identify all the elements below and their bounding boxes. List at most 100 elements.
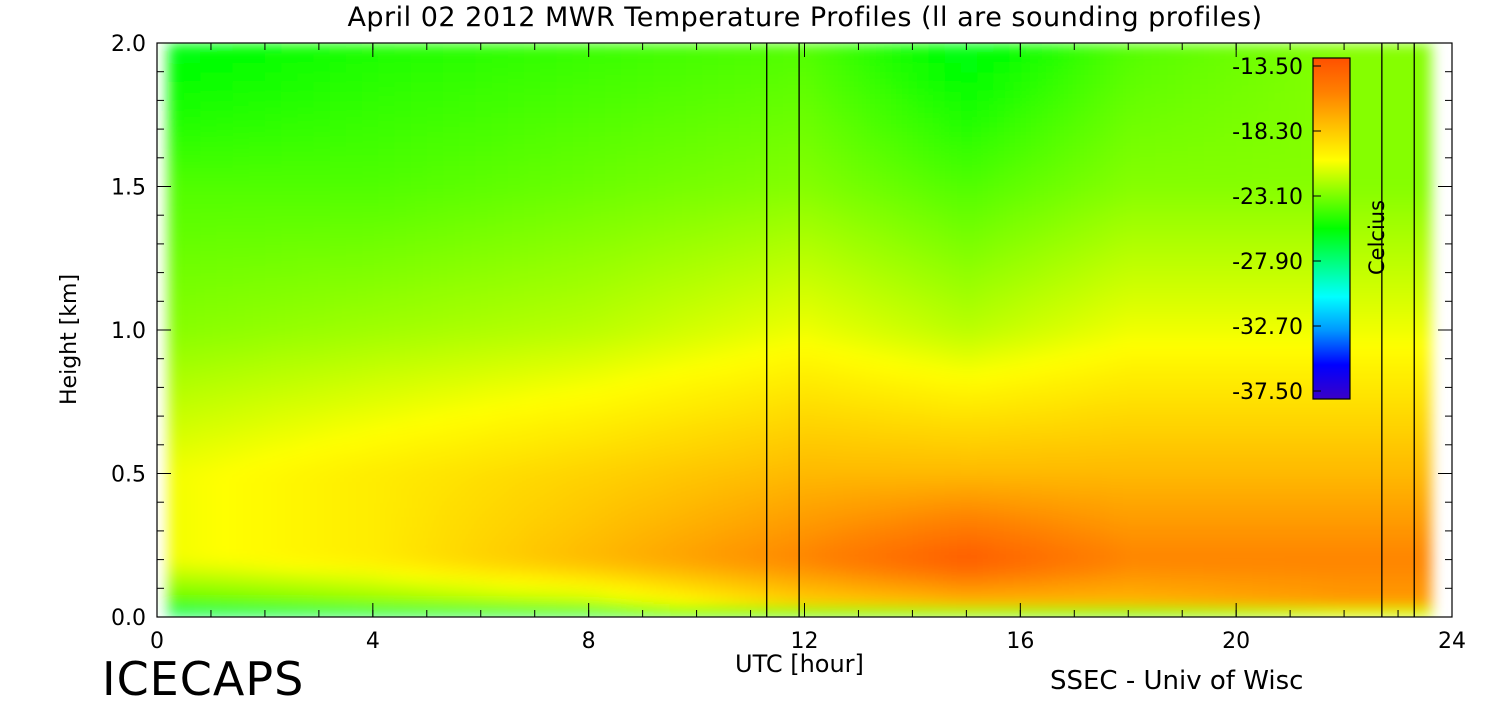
heatmap-cell: [685, 406, 703, 417]
heatmap-cell: [1041, 483, 1059, 494]
heatmap-cell: [880, 349, 898, 360]
heatmap-cell: [410, 416, 428, 427]
heatmap-cell: [362, 540, 380, 551]
heatmap-cell: [1122, 483, 1140, 494]
heatmap-cell: [313, 176, 331, 188]
heatmap-cell: [1171, 291, 1189, 303]
heatmap-cell: [200, 43, 218, 54]
heatmap-cell: [540, 550, 558, 561]
heatmap-cell: [1187, 540, 1205, 551]
heatmap-cell: [1365, 530, 1383, 542]
heatmap-cell: [313, 43, 331, 54]
heatmap-cell: [1122, 578, 1140, 590]
heatmap-cell: [1041, 406, 1059, 417]
heatmap-cell: [993, 540, 1011, 551]
heatmap-cell: [604, 196, 622, 207]
heatmap-cell: [183, 176, 201, 188]
heatmap-cell: [1414, 425, 1432, 437]
heatmap-cell: [912, 90, 930, 102]
heatmap-cell: [1058, 186, 1076, 197]
heatmap-cell: [394, 425, 412, 437]
heatmap-cell: [1236, 109, 1254, 121]
heatmap-cell: [281, 167, 299, 178]
heatmap-cell: [1139, 157, 1157, 169]
heatmap-cell: [1381, 224, 1399, 236]
heatmap-cell: [604, 502, 622, 513]
heatmap-cell: [1074, 157, 1092, 169]
heatmap-cell: [1074, 358, 1092, 370]
heatmap-cell: [1155, 607, 1173, 617]
heatmap-cell: [1058, 167, 1076, 178]
heatmap-cell: [847, 272, 865, 283]
heatmap-cell: [993, 263, 1011, 274]
heatmap-cell: [1106, 607, 1124, 617]
heatmap-cell: [507, 406, 525, 417]
heatmap-cell: [1155, 263, 1173, 274]
heatmap-cell: [1236, 463, 1254, 475]
heatmap-cell: [410, 148, 428, 159]
heatmap-cell: [232, 148, 250, 159]
heatmap-cell: [863, 186, 881, 197]
heatmap-cell: [1219, 320, 1237, 331]
heatmap-cell: [313, 607, 331, 617]
heatmap-cell: [847, 416, 865, 427]
heatmap-cell: [1074, 540, 1092, 551]
heatmap-cell: [475, 578, 493, 590]
heatmap-cell: [1155, 310, 1173, 322]
heatmap-cell: [766, 425, 784, 437]
heatmap-cell: [1171, 473, 1189, 484]
heatmap-cell: [588, 416, 606, 427]
heatmap-cell: [232, 138, 250, 150]
heatmap-cell: [410, 435, 428, 446]
heatmap-cell: [232, 215, 250, 226]
heatmap-cell: [1317, 406, 1335, 417]
heatmap-cell: [1074, 263, 1092, 274]
heatmap-cell: [685, 368, 703, 379]
heatmap-cell: [313, 377, 331, 389]
heatmap-cell: [588, 435, 606, 446]
heatmap-cell: [1171, 588, 1189, 599]
heatmap-cell: [1317, 511, 1335, 523]
heatmap-cell: [459, 502, 477, 513]
heatmap-cell: [750, 483, 768, 494]
heatmap-cell: [556, 282, 574, 293]
heatmap-cell: [540, 339, 558, 350]
heatmap-cell: [523, 52, 541, 63]
heatmap-cell: [232, 550, 250, 561]
heatmap-cell: [167, 550, 185, 561]
heatmap-cell: [1365, 349, 1383, 360]
heatmap-cell: [718, 119, 736, 130]
heatmap-cell: [1139, 550, 1157, 561]
heatmap-cell: [248, 167, 266, 178]
heatmap-cell: [281, 330, 299, 341]
heatmap-cell: [1009, 62, 1027, 73]
heatmap-cell: [1171, 282, 1189, 293]
heatmap-cell: [734, 588, 752, 599]
heatmap-cell: [685, 148, 703, 159]
heatmap-cell: [1365, 377, 1383, 389]
heatmap-cell: [669, 330, 687, 341]
heatmap-cell: [1398, 43, 1416, 54]
heatmap-cell: [669, 90, 687, 102]
heatmap-cell: [1365, 282, 1383, 293]
heatmap-cell: [588, 330, 606, 341]
heatmap-cell: [1171, 157, 1189, 169]
heatmap-cell: [1398, 559, 1416, 570]
heatmap-cell: [1268, 597, 1286, 609]
heatmap-cell: [1090, 129, 1108, 140]
heatmap-cell: [637, 607, 655, 617]
x-tick-label: 4: [366, 629, 380, 654]
heatmap-cell: [556, 597, 574, 609]
heatmap-cell: [766, 349, 784, 360]
heatmap-cell: [588, 358, 606, 370]
heatmap-cell: [1187, 224, 1205, 236]
heatmap-cell: [1171, 129, 1189, 140]
heatmap-cell: [1187, 71, 1205, 83]
heatmap-cell: [1300, 330, 1318, 341]
heatmap-cell: [362, 310, 380, 322]
heatmap-cell: [523, 282, 541, 293]
heatmap-cell: [167, 272, 185, 283]
heatmap-cell: [1381, 406, 1399, 417]
heatmap-cell: [815, 263, 833, 274]
heatmap-cell: [1284, 62, 1302, 73]
